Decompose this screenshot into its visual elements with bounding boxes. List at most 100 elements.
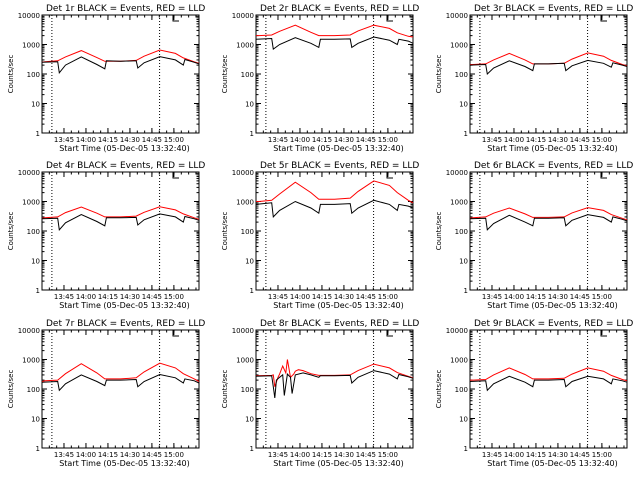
y-axis-label: Counts/sec	[435, 370, 443, 409]
x-axis-label: Start Time (05-Dec-05 13:32:40)	[273, 459, 404, 468]
x-axis-label: Start Time (05-Dec-05 13:32:40)	[59, 459, 190, 468]
y-tick-label: 10000	[446, 327, 468, 335]
series-events-line	[41, 56, 200, 75]
y-tick-label: 1000	[22, 42, 40, 50]
corner-marker	[600, 330, 607, 337]
chart-panel-8: Det 8r BLACK = Events, RED = LLD 1 10 100 10…	[221, 319, 419, 468]
chart-title: Det 2r BLACK = Events, RED = LLD	[260, 4, 419, 14]
x-tick-label: 13:45	[268, 293, 288, 301]
y-tick-label: 1	[250, 445, 254, 453]
corner-marker	[600, 15, 607, 22]
x-tick-label: 14:00	[76, 293, 96, 301]
x-tick-label: 13:45	[54, 451, 74, 459]
y-tick-label: 1	[36, 130, 40, 138]
y-tick-label: 10	[245, 101, 254, 109]
x-tick-label: 14:00	[504, 136, 524, 144]
y-tick-label: 10000	[232, 327, 254, 335]
y-tick-label: 1	[36, 287, 40, 295]
y-tick-label: 10000	[446, 12, 468, 20]
x-tick-label: 13:45	[482, 136, 502, 144]
x-axis-label: Start Time (05-Dec-05 13:32:40)	[487, 459, 618, 468]
y-axis-label: Counts/sec	[435, 55, 443, 94]
series-lld-line	[256, 24, 414, 38]
x-tick-label: 14:00	[504, 451, 524, 459]
x-tick-label: 14:30	[548, 451, 568, 459]
chart-panel-4: Det 4r BLACK = Events, RED = LLD 1 10 100 10…	[7, 161, 205, 310]
x-axis-label: Start Time (05-Dec-05 13:32:40)	[273, 301, 404, 310]
y-tick-label: 10000	[446, 169, 468, 177]
x-tick-label: 14:45	[570, 451, 590, 459]
x-tick-label: 14:30	[548, 293, 568, 301]
x-tick-label: 14:15	[312, 451, 332, 459]
x-tick-label: 14:30	[334, 136, 354, 144]
x-tick-label: 15:00	[378, 136, 398, 144]
y-tick-label: 100	[241, 386, 254, 394]
y-axis-label: Counts/sec	[7, 370, 15, 409]
chart-title: Det 7r BLACK = Events, RED = LLD	[46, 319, 205, 329]
x-tick-label: 15:00	[592, 136, 612, 144]
chart-panel-9: Det 9r BLACK = Events, RED = LLD 1 10 100 10…	[435, 319, 633, 468]
y-tick-label: 1000	[236, 42, 254, 50]
x-tick-label: 14:00	[290, 451, 310, 459]
y-tick-label: 10	[459, 258, 468, 266]
chart-title: Det 1r BLACK = Events, RED = LLD	[46, 4, 205, 14]
x-tick-label: 14:45	[570, 293, 590, 301]
x-tick-label: 14:45	[356, 451, 376, 459]
x-tick-label: 14:15	[526, 136, 546, 144]
x-axis-label: Start Time (05-Dec-05 13:32:40)	[59, 144, 190, 153]
series-events-line	[41, 373, 200, 392]
chart-panel-7: Det 7r BLACK = Events, RED = LLD 1 10 100 10…	[7, 319, 205, 468]
x-tick-label: 13:45	[482, 293, 502, 301]
y-tick-label: 1000	[450, 42, 468, 50]
x-tick-label: 14:45	[570, 136, 590, 144]
y-tick-label: 10	[245, 416, 254, 424]
y-tick-label: 100	[241, 228, 254, 236]
x-tick-label: 14:00	[76, 451, 96, 459]
chart-title: Det 4r BLACK = Events, RED = LLD	[46, 161, 205, 171]
x-tick-label: 14:30	[334, 293, 354, 301]
y-tick-label: 100	[27, 228, 40, 236]
x-tick-label: 13:45	[482, 451, 502, 459]
y-tick-label: 100	[27, 71, 40, 79]
y-tick-label: 10000	[232, 12, 254, 20]
x-tick-label: 14:30	[120, 293, 140, 301]
chart-title: Det 8r BLACK = Events, RED = LLD	[260, 319, 419, 329]
x-tick-label: 13:45	[268, 136, 288, 144]
corner-marker	[172, 330, 179, 337]
y-axis-label: Counts/sec	[221, 212, 229, 251]
y-axis-label: Counts/sec	[221, 370, 229, 409]
x-tick-label: 14:15	[526, 293, 546, 301]
y-tick-label: 100	[455, 228, 468, 236]
y-tick-label: 10000	[232, 169, 254, 177]
chart-title: Det 6r BLACK = Events, RED = LLD	[474, 161, 633, 171]
y-axis-label: Counts/sec	[7, 55, 15, 94]
y-tick-label: 100	[455, 386, 468, 394]
y-tick-label: 1	[250, 130, 254, 138]
x-axis-label: Start Time (05-Dec-05 13:32:40)	[487, 301, 618, 310]
x-tick-label: 14:15	[98, 136, 118, 144]
y-tick-label: 10	[459, 416, 468, 424]
y-tick-label: 10000	[18, 327, 40, 335]
y-tick-label: 10000	[18, 12, 40, 20]
y-tick-label: 1	[36, 445, 40, 453]
y-tick-label: 100	[241, 71, 254, 79]
x-axis-label: Start Time (05-Dec-05 13:32:40)	[273, 144, 404, 153]
y-tick-label: 1	[250, 287, 254, 295]
series-lld-line	[256, 180, 414, 204]
x-tick-label: 14:45	[142, 293, 162, 301]
chart-panel-1: Det 1r BLACK = Events, RED = LLD 1 10 100 10…	[7, 4, 205, 153]
x-tick-label: 14:45	[356, 293, 376, 301]
series-lld-line	[41, 362, 200, 382]
y-tick-label: 1000	[450, 199, 468, 207]
x-tick-label: 14:45	[142, 451, 162, 459]
series-events-line	[255, 36, 414, 50]
y-tick-label: 10	[31, 416, 40, 424]
y-tick-label: 1	[464, 445, 468, 453]
x-tick-label: 14:30	[548, 136, 568, 144]
corner-marker	[386, 330, 393, 337]
series-lld-line	[470, 367, 628, 382]
x-tick-label: 14:15	[98, 293, 118, 301]
y-tick-label: 1000	[22, 357, 40, 365]
y-tick-label: 100	[455, 71, 468, 79]
